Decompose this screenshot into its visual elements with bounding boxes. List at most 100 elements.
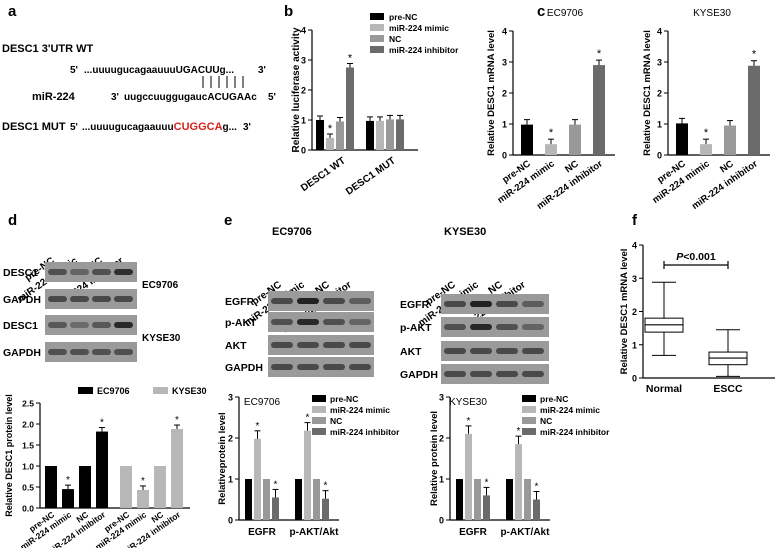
panel-d-blot-label: DESC1 [3, 320, 38, 332]
e1-bar [263, 479, 270, 520]
e2-bar [483, 495, 490, 520]
panel-e-blot-strip [441, 294, 549, 314]
e1-bar [272, 497, 279, 520]
e2-significance-star: * [535, 482, 539, 493]
panel-e-band [271, 364, 293, 370]
panel-b-bar [346, 67, 354, 150]
e2-significance-star: * [517, 426, 521, 437]
panel-e-blot-strip [268, 312, 374, 332]
e2-legend-swatch [522, 406, 536, 413]
e2-significance-star: * [485, 477, 489, 488]
panel-e-band [496, 348, 518, 354]
panel-d-blot-strip [45, 315, 137, 335]
panel-d-cell-line-1: EC9706 [142, 280, 179, 291]
panel-f-ylabel: Relative DESC1 mRNA level [619, 249, 630, 375]
panel-f-y-tick-label: 4 [632, 241, 637, 251]
panel-d-band [70, 349, 89, 355]
e2-legend-swatch [522, 395, 536, 402]
c2-y-tick-label: 4 [657, 27, 662, 37]
e1-significance-star: * [324, 481, 328, 492]
panel-e-band [522, 301, 544, 307]
panel-b-y-tick-label: 4 [301, 26, 306, 36]
panel-d-blot-strip [45, 342, 137, 362]
e2-y-tick-label: 1 [439, 475, 444, 485]
e2-legend-swatch [522, 417, 536, 424]
panel-f-letter: f [632, 212, 638, 229]
panel-e-band [522, 348, 544, 354]
panel-d-legend-swatch [153, 387, 168, 394]
e1-legend-label: pre-NC [330, 394, 358, 404]
e1-y-tick-label: 3 [228, 393, 233, 403]
panel-d-y-tick-label: 0.5 [22, 483, 34, 493]
panel-f-x-label: Normal [646, 383, 682, 395]
e2-ylabel: Relative protein level [429, 411, 440, 506]
panel-d-blot-strip [45, 289, 137, 309]
e2-bar [515, 444, 522, 520]
panel-d-band [48, 269, 67, 275]
e1-title: EC9706 [244, 397, 281, 408]
mir-label: miR-224 [32, 91, 76, 103]
e1-y-tick-label: 0 [228, 516, 233, 526]
panel-f-y-tick-label: 0 [632, 374, 637, 384]
panel-b-letter: b [284, 3, 293, 20]
panel-d-chart: Relative DESC1 protein level 0.0 0.5 1.0 1.5… [4, 386, 207, 548]
e2-bar [533, 499, 540, 520]
panel-e-band [444, 324, 466, 330]
e1-significance-star: * [306, 413, 310, 424]
panel-d-significance-star: * [141, 476, 145, 487]
panel-b-legend-label: miR-224 mimic [389, 23, 449, 33]
panel-e-band [349, 364, 371, 370]
e1-legend-swatch [312, 406, 326, 413]
e1-significance-star: * [274, 479, 278, 490]
e2-legend-label: miR-224 mimic [540, 405, 600, 415]
panel-e-band [297, 364, 319, 370]
panel-b-bar [386, 119, 394, 150]
panel-e-band [522, 371, 544, 377]
e1-bar [254, 438, 261, 520]
c2-y-tick-label: 0 [657, 151, 662, 161]
mir-5prime: 5' [268, 92, 276, 103]
panel-d-band [92, 349, 111, 355]
c2-y-tick-label: 2 [657, 89, 662, 99]
panel-b-bar [376, 120, 384, 150]
panel-d-band [92, 296, 111, 302]
panel-d-y-tick-label: 0.0 [22, 504, 34, 514]
panel-d-y-tick-label: 2.0 [22, 420, 34, 430]
panel-d-blot-label: GAPDH [3, 347, 41, 359]
panel-e-band [323, 319, 345, 325]
c1-bar [569, 124, 581, 155]
panel-b-y-tick-label: 0 [301, 146, 306, 156]
panel-d-significance-star: * [175, 415, 179, 426]
panel-e-blot-strip [441, 341, 549, 361]
panel-d-band [92, 269, 111, 275]
panel-b-bar [396, 119, 404, 150]
c1-bar [521, 124, 533, 155]
panel-d-band [114, 349, 133, 355]
panel-e-band [349, 298, 371, 304]
c1-y-tick-label: 4 [502, 27, 507, 37]
e1-legend-label: miR-224 inhibitor [330, 427, 400, 437]
e1-bar [245, 479, 252, 520]
e1-legend-swatch [312, 395, 326, 402]
panel-d-western-blots: DESC1 GAPDH DESC1 GAPDH [3, 262, 137, 362]
panel-d-bar [120, 466, 132, 508]
panel-d-band [70, 269, 89, 275]
panel-f-x-label: ESCC [713, 383, 743, 395]
panel-b-bar [366, 120, 374, 150]
e1-legend-swatch [312, 428, 326, 435]
panel-b-y-tick-label: 2 [301, 86, 306, 96]
e1-bar [313, 479, 320, 520]
panel-b-x-label: DESC1 WT [299, 155, 348, 194]
panel-d-blot-strip [45, 262, 137, 282]
c2-bar [676, 123, 688, 155]
panel-e-band [444, 301, 466, 307]
panel-d-bar [62, 489, 74, 508]
panel-e-band [444, 348, 466, 354]
e2-bar [474, 479, 481, 520]
c2-significance-star: * [752, 49, 757, 61]
c1-y-tick-label: 1 [502, 120, 507, 130]
